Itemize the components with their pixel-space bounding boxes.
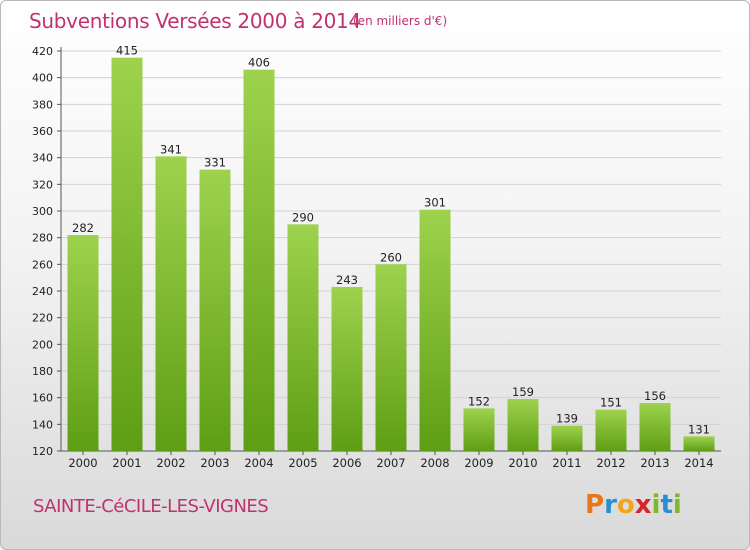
ytick-label-260: 260 [32,258,53,271]
xtick-label-2005: 2005 [288,456,317,470]
data-label-2005: 290 [292,210,314,224]
proxiti-logo[interactable]: Proxiti [585,490,682,520]
logo-letter: x [634,490,652,520]
data-label-2001: 415 [116,44,138,58]
bar-2008 [419,209,451,451]
bar-2002 [155,156,187,452]
xtick-label-2001: 2001 [112,456,141,470]
bars [67,57,715,452]
bar-2012 [595,409,627,451]
ytick-label-400: 400 [32,72,53,85]
bar-2013 [639,403,671,451]
logo-letter: r [604,490,617,520]
data-label-2004: 406 [248,56,270,70]
logo-letter: P [585,490,605,520]
xtick-label-2007: 2007 [376,456,405,470]
ytick-label-200: 200 [32,338,53,351]
ytick-label-240: 240 [32,285,53,298]
bar-2004 [243,69,275,452]
ytick-label-360: 360 [32,125,53,138]
xtick-label-2012: 2012 [596,456,625,470]
ytick-label-180: 180 [32,365,53,378]
xtick-label-2013: 2013 [640,456,669,470]
xtick-label-2010: 2010 [508,456,537,470]
data-label-2010: 159 [512,385,534,399]
bar-2007 [375,264,407,451]
bar-2000 [67,235,99,451]
xtick-label-2002: 2002 [156,456,185,470]
ytick-label-300: 300 [32,205,53,218]
data-labels: 282 415 341 331 406 290 243 260 301 152 159 139 151 1… [72,44,710,437]
ytick-label-280: 280 [32,232,53,245]
xtick-label-2006: 2006 [332,456,361,470]
data-label-2006: 243 [336,273,358,287]
ytick-label-340: 340 [32,152,53,165]
bar-2003 [199,169,231,451]
commune-name: SAINTE-CéCILE-LES-VIGNES [33,496,269,517]
data-label-2013: 156 [644,389,666,403]
bar-2001 [111,57,143,452]
chart-title: Subventions Versées 2000 à 2014 [29,9,361,33]
xtick-label-2009: 2009 [464,456,493,470]
data-label-2003: 331 [204,156,226,170]
ytick-label-320: 320 [32,178,53,191]
data-label-2008: 301 [424,196,446,210]
ytick-label-160: 160 [32,392,53,405]
data-label-2007: 260 [380,250,402,264]
ytick-label-420: 420 [32,45,53,58]
logo-letter: o [616,490,635,520]
ytick-label-220: 220 [32,312,53,325]
bar-2011 [551,425,583,451]
chart-unit-note: (en milliers d'€) [353,14,448,28]
data-label-2009: 152 [468,394,490,408]
logo-letter: t [660,490,673,520]
ytick-label-120: 120 [32,445,53,458]
x-tick-labels: 2000 2001 2002 2003 2004 2005 2006 2007 2008 2009… [68,451,714,470]
data-label-2014: 131 [688,422,710,436]
xtick-label-2014: 2014 [684,456,713,470]
data-label-2011: 139 [556,412,578,426]
data-label-2000: 282 [72,221,94,235]
logo-letter: i [672,490,682,520]
xtick-label-2003: 2003 [200,456,229,470]
bar-2014 [683,436,715,451]
y-tick-labels: 120 140 160 180 200 220 240 260 280 300 320 340 360 3… [32,45,53,458]
data-label-2002: 341 [160,142,182,156]
xtick-label-2008: 2008 [420,456,449,470]
data-label-2012: 151 [600,396,622,410]
bar-chart: 282 415 341 331 406 290 243 260 301 152 159 139 151 1… [32,44,721,470]
bar-2010 [507,399,539,451]
ytick-label-140: 140 [32,418,53,431]
xtick-label-2000: 2000 [68,456,97,470]
bar-2005 [287,224,319,451]
logo-letter: i [651,490,661,520]
xtick-label-2004: 2004 [244,456,273,470]
bar-2006 [331,287,363,451]
ytick-label-380: 380 [32,98,53,111]
bar-2009 [463,408,495,451]
xtick-label-2011: 2011 [552,456,581,470]
